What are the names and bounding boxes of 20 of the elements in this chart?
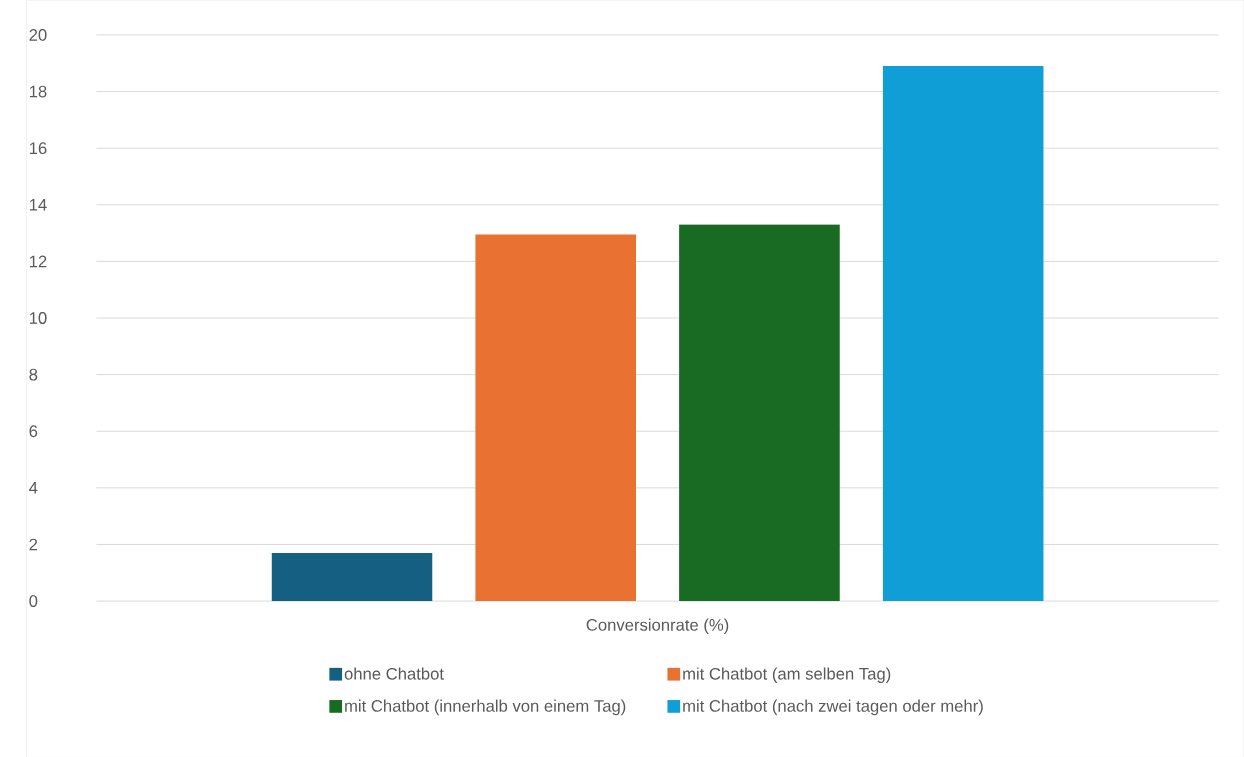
y-tick-label: 10 [29, 311, 47, 324]
bar [882, 65, 1044, 601]
legend-label: mit Chatbot (am selben Tag) [683, 667, 891, 683]
bar [679, 224, 840, 601]
y-tick-label: 16 [29, 142, 47, 154]
legend-label: mit Chatbot (innerhalb von einem Tag) [345, 699, 626, 715]
legend-label: mit Chatbot (nach zwei tagen oder mehr) [683, 699, 983, 715]
bar [271, 552, 433, 601]
bar [475, 234, 637, 601]
y-tick-label: 8 [29, 368, 38, 381]
y-tick-label: 14 [29, 198, 47, 211]
y-tick-label: 2 [29, 538, 38, 551]
y-tick-label: 12 [29, 255, 47, 267]
y-tick-label: 20 [29, 28, 47, 41]
legend-label: ohne Chatbot [344, 667, 444, 680]
y-tick-label: 4 [29, 481, 38, 494]
y-tick-label: 6 [29, 425, 38, 437]
x-tick-label: Conversionrate (%) [586, 618, 729, 634]
y-tick-label: 18 [29, 85, 47, 98]
y-tick-label: 0 [29, 594, 38, 607]
